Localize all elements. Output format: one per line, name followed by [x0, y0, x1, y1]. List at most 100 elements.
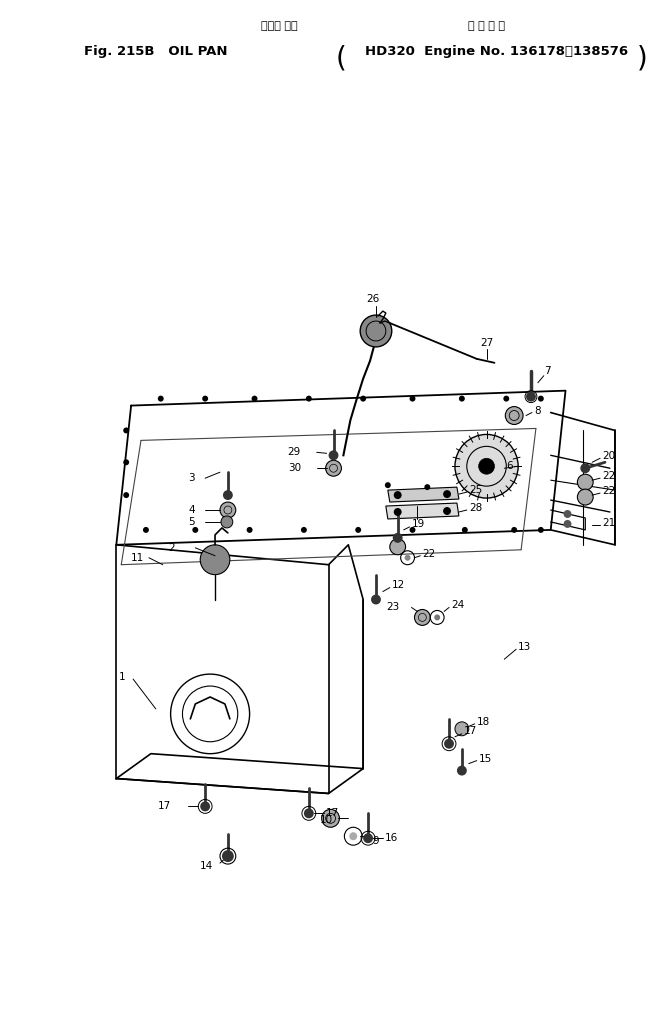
Text: 26: 26 — [366, 295, 380, 304]
Circle shape — [143, 527, 149, 533]
Circle shape — [363, 834, 373, 843]
Text: ): ) — [637, 45, 648, 73]
Circle shape — [455, 722, 469, 736]
Circle shape — [355, 527, 361, 533]
Text: 22: 22 — [602, 486, 615, 496]
Text: 21: 21 — [602, 518, 615, 528]
Text: 24: 24 — [451, 601, 464, 611]
Text: 22: 22 — [422, 548, 436, 559]
Circle shape — [538, 396, 544, 402]
Text: 17: 17 — [464, 725, 477, 736]
Circle shape — [301, 527, 307, 533]
Text: 11: 11 — [131, 552, 145, 563]
Text: 17: 17 — [157, 801, 170, 811]
Circle shape — [349, 833, 357, 840]
Circle shape — [455, 435, 518, 498]
Circle shape — [326, 460, 342, 476]
Circle shape — [200, 545, 230, 575]
Text: 16: 16 — [385, 833, 398, 843]
Circle shape — [577, 489, 593, 505]
Text: 29: 29 — [288, 447, 301, 457]
Circle shape — [394, 508, 402, 516]
Circle shape — [393, 533, 403, 543]
Circle shape — [158, 396, 164, 402]
Circle shape — [394, 491, 402, 499]
Text: 17: 17 — [326, 808, 339, 818]
Text: オイル パン: オイル パン — [261, 20, 298, 31]
Circle shape — [443, 490, 451, 498]
Text: 適 用 号 機: 適 用 号 機 — [468, 20, 505, 31]
Circle shape — [306, 396, 312, 402]
Circle shape — [123, 492, 129, 498]
Circle shape — [360, 396, 366, 402]
Text: 27: 27 — [480, 338, 493, 348]
Circle shape — [459, 396, 465, 402]
Circle shape — [505, 406, 523, 425]
Circle shape — [526, 392, 536, 402]
Circle shape — [580, 463, 590, 474]
Circle shape — [223, 490, 233, 500]
Circle shape — [202, 396, 208, 402]
Circle shape — [444, 739, 454, 749]
Circle shape — [390, 539, 406, 554]
Circle shape — [511, 527, 517, 533]
Text: 20: 20 — [602, 451, 615, 461]
Text: 13: 13 — [518, 642, 531, 653]
Text: 15: 15 — [479, 754, 492, 763]
Text: 9: 9 — [372, 836, 379, 846]
Circle shape — [360, 315, 392, 347]
Text: 14: 14 — [200, 861, 214, 871]
Text: 3: 3 — [188, 474, 195, 483]
Polygon shape — [388, 487, 459, 502]
Text: 2: 2 — [168, 543, 175, 552]
Circle shape — [410, 396, 416, 402]
Circle shape — [563, 510, 571, 518]
Circle shape — [221, 516, 233, 528]
Circle shape — [479, 458, 494, 475]
Text: HD320  Engine No. 136178～138576: HD320 Engine No. 136178～138576 — [365, 45, 628, 57]
Circle shape — [371, 594, 381, 605]
Circle shape — [252, 396, 258, 402]
Text: Fig. 215B   OIL PAN: Fig. 215B OIL PAN — [84, 45, 228, 57]
Circle shape — [414, 610, 430, 625]
Circle shape — [192, 527, 198, 533]
Circle shape — [322, 809, 340, 828]
Circle shape — [410, 527, 416, 533]
Text: 12: 12 — [392, 580, 405, 589]
Text: 6: 6 — [506, 461, 513, 472]
Circle shape — [200, 801, 210, 811]
Circle shape — [457, 765, 467, 775]
Text: 22: 22 — [602, 472, 615, 481]
Text: 7: 7 — [544, 366, 550, 375]
Circle shape — [123, 459, 129, 465]
Text: 18: 18 — [477, 717, 490, 727]
Circle shape — [222, 850, 234, 862]
Text: 19: 19 — [412, 519, 425, 529]
Circle shape — [538, 527, 544, 533]
Circle shape — [434, 615, 440, 620]
Text: 30: 30 — [288, 463, 301, 474]
Text: 1: 1 — [119, 672, 126, 682]
Circle shape — [246, 527, 252, 533]
Circle shape — [443, 507, 451, 515]
Circle shape — [503, 396, 509, 402]
Circle shape — [385, 482, 391, 488]
Text: (: ( — [336, 45, 347, 73]
Text: 28: 28 — [469, 503, 482, 513]
Text: 5: 5 — [188, 517, 195, 527]
Polygon shape — [386, 503, 459, 519]
Circle shape — [563, 520, 571, 528]
Text: 4: 4 — [188, 505, 195, 515]
Text: 8: 8 — [534, 405, 541, 415]
Circle shape — [123, 428, 129, 434]
Text: 23: 23 — [386, 603, 400, 613]
Circle shape — [462, 527, 468, 533]
Circle shape — [220, 502, 236, 518]
Text: 10: 10 — [320, 815, 332, 826]
Circle shape — [328, 450, 338, 460]
Circle shape — [405, 554, 410, 561]
Text: 25: 25 — [469, 485, 482, 495]
Circle shape — [424, 484, 430, 490]
Circle shape — [577, 475, 593, 490]
Circle shape — [304, 808, 314, 818]
